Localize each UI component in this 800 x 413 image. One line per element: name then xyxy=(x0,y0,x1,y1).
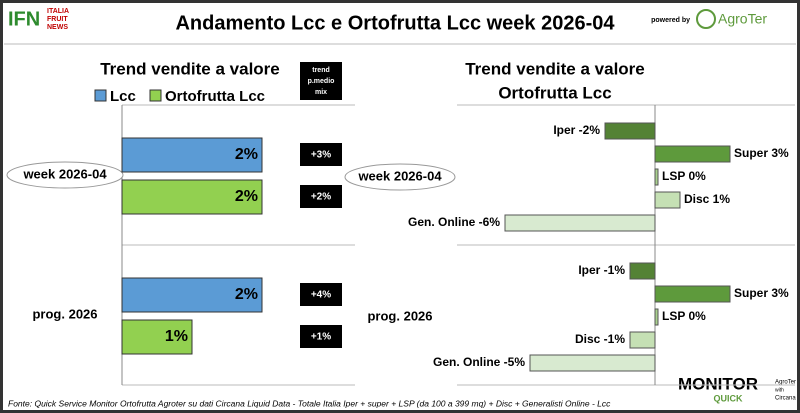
bar xyxy=(529,354,656,372)
trend-title: p.medio xyxy=(308,78,335,85)
value-label: Super 3% xyxy=(734,286,789,300)
logo-text: NEWS xyxy=(47,24,68,31)
bar xyxy=(504,214,656,232)
chart-title: Ortofrutta Lcc xyxy=(498,83,611,102)
value-label: Super 3% xyxy=(734,146,789,160)
value-label: Disc 1% xyxy=(684,192,730,206)
category-label: week 2026-04 xyxy=(357,168,442,183)
bar xyxy=(604,122,656,140)
value-label: LSP 0% xyxy=(662,309,706,323)
logo-text: FRUIT xyxy=(47,16,68,23)
category-label: week 2026-04 xyxy=(22,166,107,181)
legend-label: Lcc xyxy=(110,88,136,105)
value-label: Gen. Online -6% xyxy=(408,215,500,229)
bar xyxy=(654,308,659,326)
bar xyxy=(121,319,193,355)
trend-box xyxy=(300,283,342,306)
footer-logo: QUICK xyxy=(714,393,744,403)
trend-header xyxy=(300,62,342,100)
bar xyxy=(654,285,731,303)
partner: AgroTer xyxy=(775,380,796,386)
bar xyxy=(654,191,681,209)
brand: AgroTer xyxy=(718,11,767,27)
logo-text: ITALIA xyxy=(47,8,69,15)
value-label: Disc -1% xyxy=(575,332,625,346)
value-label: Iper -2% xyxy=(553,123,600,137)
trend-box xyxy=(300,325,342,348)
legend-swatch xyxy=(149,89,162,102)
trend-box xyxy=(300,143,342,166)
footer-logo: MONITOR xyxy=(678,374,758,393)
bar xyxy=(121,137,263,173)
legend-label: Ortofrutta Lcc xyxy=(165,88,265,105)
bar xyxy=(629,331,656,349)
logo-box xyxy=(6,8,44,30)
value-label: 1% xyxy=(165,328,188,345)
partner: with xyxy=(775,387,784,393)
powered-by: powered by xyxy=(651,17,690,24)
bar xyxy=(629,262,656,280)
partner: Circana xyxy=(775,396,796,402)
value-label: Iper -1% xyxy=(578,263,625,277)
trend-label: +1% xyxy=(311,332,331,343)
bar xyxy=(654,145,731,163)
trend-title: trend xyxy=(312,67,330,74)
title: Andamento Lcc e Ortofrutta Lcc week 2026… xyxy=(175,12,615,34)
legend-swatch xyxy=(94,89,107,102)
value-label: 2% xyxy=(235,146,258,163)
value-label: 2% xyxy=(235,286,258,303)
chart-title: Trend vendite a valore xyxy=(465,59,645,78)
value-label: 2% xyxy=(235,188,258,205)
logo-mark: IFN xyxy=(8,8,40,30)
trend-label: +3% xyxy=(311,150,331,161)
trend-title: mix xyxy=(315,89,327,96)
category-label: prog. 2026 xyxy=(367,308,432,323)
category-label: prog. 2026 xyxy=(32,306,97,321)
source: Fonte: Quick Service Monitor Ortofrutta … xyxy=(8,398,611,408)
bar xyxy=(654,168,659,186)
value-label: LSP 0% xyxy=(662,169,706,183)
brand-icon xyxy=(696,9,716,29)
chart-title: Trend vendite a valore xyxy=(100,59,280,78)
bar xyxy=(121,179,263,215)
trend-label: +4% xyxy=(311,290,331,301)
trend-box xyxy=(300,185,342,208)
category-ellipse xyxy=(6,161,124,189)
category-ellipse xyxy=(344,163,456,191)
bar xyxy=(121,277,263,313)
value-label: Gen. Online -5% xyxy=(433,355,525,369)
trend-label: +2% xyxy=(311,192,331,203)
